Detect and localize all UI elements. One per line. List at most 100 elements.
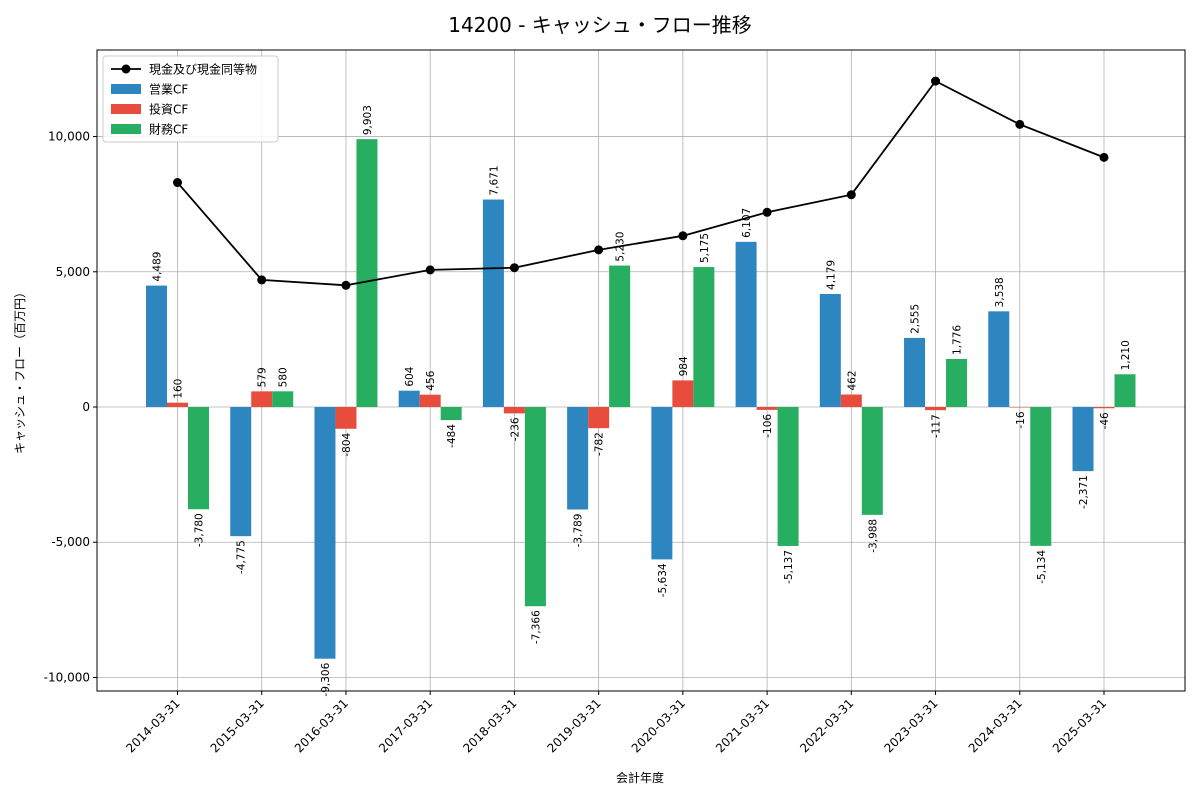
bar-value-label: -5,634	[657, 563, 669, 597]
bar-value-label: 7,671	[488, 165, 500, 195]
line-point-8	[846, 190, 856, 200]
bar-1-1	[251, 391, 273, 408]
bar-0-1	[230, 407, 252, 537]
bar-1-11	[1093, 407, 1115, 409]
bar-0-10	[988, 311, 1010, 408]
line-series	[173, 76, 1109, 290]
bar-2-11	[1114, 374, 1136, 408]
data-labels: 4,489 -4,775 -9,306 604 7,671 -3,789 -5,634 6,1…	[152, 105, 1133, 696]
bar-value-label: -5,137	[783, 550, 795, 584]
bar-value-label: 5,230	[615, 231, 627, 261]
bar-2-8	[861, 407, 883, 515]
bar-0-0	[146, 285, 167, 408]
bar-value-label: 1,776	[952, 325, 964, 355]
line-point-5	[594, 245, 604, 255]
bar-value-label: -16	[1015, 411, 1027, 428]
legend-label: 営業CF	[149, 83, 188, 97]
bar-value-label: 580	[278, 367, 290, 387]
line-point-4	[509, 263, 519, 273]
chart-title: 14200 - キャッシュ・フロー推移	[448, 13, 752, 37]
line-point-11	[1099, 152, 1109, 162]
legend-label: 投資CF	[149, 102, 188, 117]
bar-0-7	[735, 241, 757, 408]
bar-0-5	[567, 407, 589, 510]
bar-2-5	[609, 265, 631, 408]
bar-2-1	[272, 391, 294, 408]
bar-2-6	[693, 267, 715, 408]
bar-value-label: 4,179	[825, 260, 837, 290]
bar-2-10	[1030, 407, 1052, 546]
line-point-0	[173, 178, 182, 188]
line-series-path	[176, 79, 1105, 287]
line-point-3	[425, 265, 435, 275]
bar-value-label: -7,366	[530, 610, 542, 644]
line-point-9	[931, 76, 941, 86]
bar-value-label: -3,988	[867, 519, 879, 553]
bar-2-2	[356, 139, 378, 408]
plot-frame	[96, 49, 1186, 692]
bar-value-label: -5,134	[1036, 550, 1048, 584]
bar-value-label: 604	[404, 366, 416, 386]
legend-box	[102, 55, 279, 143]
bar-value-label: 984	[678, 356, 690, 376]
line-point-1	[257, 275, 267, 285]
bar-value-label: -2,371	[1078, 475, 1090, 509]
y-tick-label: 10,000	[48, 130, 90, 144]
y-axis-label: キャッシュ・フロー（百万円）	[13, 286, 27, 454]
y-tick-label: 5,000	[56, 265, 90, 279]
bar-2-9	[946, 358, 968, 408]
bar-2-4	[524, 407, 546, 607]
bar-value-label: -484	[446, 424, 458, 448]
bar-value-label: 456	[425, 370, 437, 390]
line-point-7	[762, 207, 772, 217]
bar-value-label: 4,489	[152, 252, 164, 282]
bar-1-7	[756, 407, 778, 410]
line-point-10	[1015, 119, 1025, 129]
bar-0-2	[314, 407, 336, 659]
bar-value-label: 160	[173, 379, 185, 399]
bar-2-0	[188, 407, 209, 510]
y-tick-label: -10,000	[44, 670, 90, 684]
bar-2-3	[440, 407, 462, 421]
bar-0-4	[482, 199, 504, 408]
bar-1-6	[672, 380, 694, 408]
bar-value-label: -117	[931, 414, 943, 438]
bar-0-3	[398, 390, 420, 408]
x-axis-label: 会計年度	[616, 770, 664, 785]
bar-series	[146, 139, 1136, 659]
bar-value-label: 462	[846, 370, 858, 390]
bar-0-11	[1072, 407, 1094, 472]
legend-bar-swatch	[111, 104, 141, 114]
bar-value-label: 3,538	[994, 277, 1006, 307]
bar-1-0	[167, 402, 188, 408]
legend-label: 財務CF	[149, 122, 188, 137]
bar-value-label: -46	[1099, 412, 1111, 429]
bar-value-label: -782	[594, 432, 606, 456]
line-point-2	[341, 280, 351, 290]
bar-2-7	[777, 407, 799, 546]
bar-0-8	[819, 293, 841, 408]
bar-value-label: -804	[341, 432, 353, 456]
bar-value-label: -9,306	[320, 662, 332, 696]
legend-label: 現金及び現金同等物	[149, 62, 257, 77]
bar-value-label: -106	[762, 414, 774, 438]
bar-value-label: 9,903	[362, 105, 374, 135]
bar-0-9	[904, 337, 926, 408]
legend-bar-swatch	[111, 84, 141, 94]
bar-1-10	[1009, 407, 1031, 408]
bar-value-label: -3,780	[194, 513, 206, 547]
bar-value-label: -236	[509, 417, 521, 441]
bar-1-5	[588, 407, 610, 429]
legend-bar-swatch	[111, 124, 141, 134]
bar-value-label: -4,775	[236, 540, 248, 574]
y-tick-label: 0	[82, 400, 90, 414]
bar-1-3	[419, 394, 441, 408]
bar-value-label: 579	[257, 367, 269, 387]
bar-value-label: 1,210	[1120, 340, 1132, 370]
bar-1-8	[840, 394, 862, 408]
bar-1-2	[335, 407, 357, 429]
y-tick-label: -5,000	[51, 535, 90, 549]
